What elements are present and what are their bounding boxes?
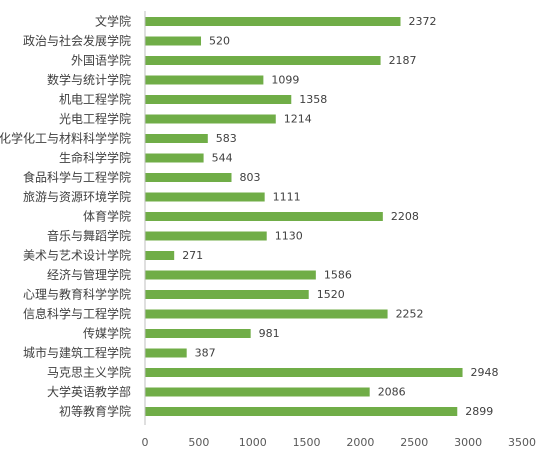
bar-value-label: 2187 xyxy=(389,54,417,67)
bar xyxy=(145,56,381,65)
category-label: 外国语学院 xyxy=(71,53,131,68)
bar xyxy=(145,153,204,163)
bar xyxy=(145,309,388,319)
category-label: 城市与建筑工程学院 xyxy=(23,345,131,360)
bar-value-label: 1586 xyxy=(324,269,352,282)
bar xyxy=(145,17,401,26)
category-label: 光电工程学院 xyxy=(59,111,131,126)
category-label: 化学化工与材料科学学院 xyxy=(0,131,131,146)
bar xyxy=(145,212,383,221)
bar xyxy=(145,290,309,299)
category-label: 机电工程学院 xyxy=(59,92,131,107)
x-tick-label: 3000 xyxy=(454,436,482,449)
category-labels-layer: 文学院政治与社会发展学院外国语学院数学与统计学院机电工程学院光电工程学院化学化工… xyxy=(0,14,131,419)
bar-value-label: 803 xyxy=(239,171,260,184)
category-label: 食品科学与工程学院 xyxy=(23,170,131,185)
bar xyxy=(145,368,463,377)
x-tick-label: 2000 xyxy=(346,436,374,449)
category-label: 旅游与资源环境学院 xyxy=(23,189,131,204)
bar xyxy=(145,348,187,358)
bar-value-label: 387 xyxy=(195,347,216,360)
bar xyxy=(145,95,292,104)
category-label: 体育学院 xyxy=(83,209,131,224)
bar-value-label: 1099 xyxy=(271,74,299,87)
bar-value-label: 2252 xyxy=(396,308,424,321)
bar-value-label: 1111 xyxy=(273,191,301,204)
x-tick-label: 500 xyxy=(188,436,209,449)
bar-value-label: 2899 xyxy=(465,405,493,418)
category-label: 数学与统计学院 xyxy=(47,72,131,87)
bar xyxy=(145,75,264,85)
bar xyxy=(145,173,232,182)
x-tick-label: 1500 xyxy=(293,436,321,449)
bar xyxy=(145,192,265,202)
bar xyxy=(145,114,276,124)
bar xyxy=(145,231,267,241)
bar-value-label: 2948 xyxy=(471,366,499,379)
category-label: 马克思主义学院 xyxy=(47,365,131,380)
bar-value-label: 544 xyxy=(212,152,233,165)
bar xyxy=(145,134,208,143)
bar-value-label: 2086 xyxy=(378,386,406,399)
bar xyxy=(145,407,458,416)
x-tick-label: 1000 xyxy=(239,436,267,449)
category-label: 音乐与舞蹈学院 xyxy=(47,228,131,243)
bar xyxy=(145,36,202,46)
category-label: 初等教育学院 xyxy=(59,404,131,419)
bars-layer xyxy=(145,17,463,416)
bar-value-label: 2208 xyxy=(391,210,419,223)
category-label: 生命科学学院 xyxy=(59,150,131,165)
category-label: 政治与社会发展学院 xyxy=(23,33,131,48)
x-tick-label: 3500 xyxy=(508,436,536,449)
bar-value-label: 1520 xyxy=(317,288,345,301)
category-label: 经济与管理学院 xyxy=(47,267,131,282)
bar-value-label: 1214 xyxy=(284,113,312,126)
category-label: 心理与教育科学学院 xyxy=(23,287,131,302)
bar-value-label: 2372 xyxy=(408,15,436,28)
bar-value-label: 271 xyxy=(182,249,203,262)
bar xyxy=(145,270,316,280)
bar-value-label: 1130 xyxy=(275,230,303,243)
category-label: 文学院 xyxy=(95,14,131,29)
bar xyxy=(145,329,251,338)
bar xyxy=(145,387,370,397)
bar-value-label: 520 xyxy=(209,35,230,48)
category-label: 大学英语教学部 xyxy=(47,384,131,399)
category-label: 信息科学与工程学院 xyxy=(23,306,131,321)
category-label: 美术与艺术设计学院 xyxy=(23,248,131,263)
category-label: 传媒学院 xyxy=(83,326,131,341)
bar-value-label: 583 xyxy=(216,132,237,145)
bar-value-label: 1358 xyxy=(299,93,327,106)
x-tick-label: 2500 xyxy=(400,436,428,449)
tick-labels-layer: 0 500 1000 1500 2000 2500 3000 3500 xyxy=(142,436,537,449)
bar xyxy=(145,251,175,260)
bar-value-label: 981 xyxy=(259,327,280,340)
x-tick-label: 0 xyxy=(142,436,149,449)
